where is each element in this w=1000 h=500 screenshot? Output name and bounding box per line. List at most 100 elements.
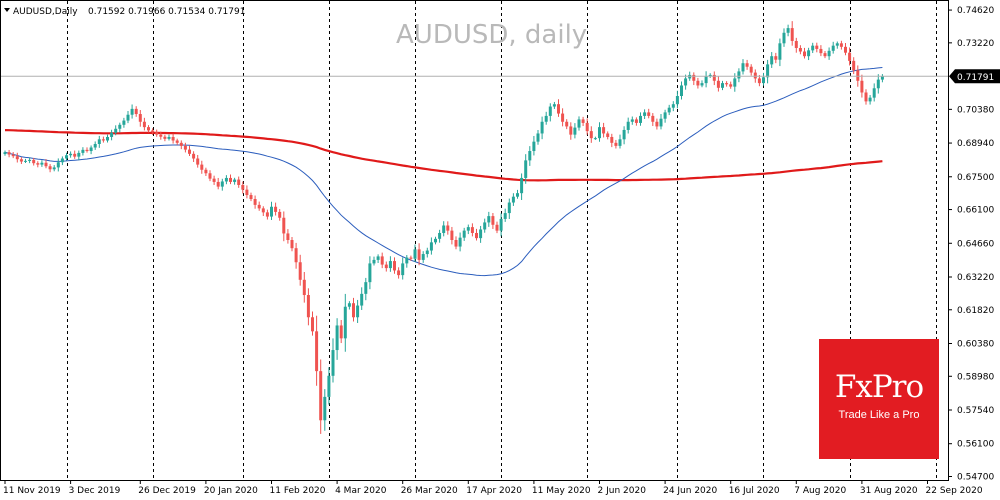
dropdown-triangle-icon[interactable] [4, 8, 10, 12]
candle-body [417, 249, 421, 260]
candle-body [520, 177, 524, 194]
candle [81, 147, 85, 156]
candle [458, 232, 462, 252]
candle-body [421, 254, 425, 260]
candle-body [89, 147, 93, 152]
candle-body [483, 222, 487, 230]
candle [532, 135, 536, 156]
candle [167, 134, 171, 141]
candle [864, 89, 868, 105]
candle-body [548, 106, 552, 116]
candle [561, 108, 565, 127]
candle-body [552, 104, 556, 107]
candle [589, 126, 593, 143]
ma-long-line [4, 129, 883, 182]
candle-body [876, 79, 880, 89]
candle-body [282, 217, 286, 234]
candle-body [48, 166, 52, 170]
candle [401, 257, 405, 280]
candle [52, 165, 56, 172]
candle-body [339, 325, 343, 339]
candle-body [790, 28, 794, 41]
candle [593, 136, 597, 140]
candle [536, 130, 540, 145]
candle-body [163, 136, 167, 139]
candle [56, 158, 60, 172]
candle-body [188, 149, 191, 154]
candle [581, 116, 585, 127]
candle [823, 50, 827, 59]
candle [380, 252, 384, 269]
candle [622, 126, 626, 145]
candle [220, 178, 224, 191]
candle-body [142, 121, 146, 128]
candle [155, 129, 159, 137]
candle-body [807, 50, 811, 57]
candle [470, 223, 474, 237]
candle [40, 160, 44, 167]
candle [126, 110, 130, 124]
candle-body [856, 70, 860, 81]
candle [101, 136, 105, 143]
candle-body [803, 51, 806, 57]
candle-body [278, 211, 282, 218]
candle-body [397, 270, 401, 276]
candle-body [704, 76, 708, 84]
candle [278, 209, 282, 221]
candle [831, 41, 835, 54]
candle-body [81, 149, 85, 153]
candle [417, 243, 421, 266]
candle-body [634, 119, 638, 123]
candle-body [93, 144, 97, 148]
candle-body [77, 152, 81, 157]
candle-body [196, 158, 200, 165]
candle [229, 174, 232, 185]
logo-tagline: Trade Like a Pro [838, 409, 920, 421]
candle [376, 254, 380, 264]
candle [249, 192, 253, 202]
candle-body [766, 64, 770, 78]
candle [138, 110, 142, 127]
candle-body [319, 371, 323, 421]
candle [65, 152, 68, 161]
candle [880, 74, 884, 83]
candle [585, 118, 589, 135]
candle-body [249, 195, 253, 200]
candle [196, 154, 200, 168]
candle-body [331, 350, 335, 376]
candle-body [44, 162, 48, 167]
candle [28, 157, 32, 164]
candle [122, 117, 126, 128]
candle [815, 42, 819, 53]
candle-body [626, 121, 630, 130]
candle-body [540, 121, 544, 134]
candle [483, 218, 487, 233]
candle-body [827, 50, 831, 57]
candle-body [569, 126, 573, 135]
y-tick-label: 0.73220 [957, 39, 994, 49]
candle [413, 244, 417, 263]
candle-body [134, 108, 138, 115]
candle [454, 236, 458, 250]
candle [204, 167, 208, 177]
candle-body [130, 108, 134, 115]
candle-body [470, 227, 474, 233]
candle [302, 271, 306, 303]
candle [306, 288, 310, 326]
y-tick-label: 0.61820 [957, 306, 994, 316]
candle-body [40, 162, 44, 165]
candle-body [388, 261, 392, 269]
candle-body [639, 115, 642, 123]
fxpro-logo: FxPro Trade Like a Pro [819, 339, 939, 459]
candle-body [290, 240, 294, 249]
candle-body [753, 72, 757, 79]
candle [73, 150, 77, 159]
candle-body [101, 139, 105, 141]
candle [848, 47, 852, 66]
candle [524, 154, 528, 184]
candle-body [265, 212, 269, 217]
candle [282, 211, 286, 242]
logo-brand: FxPro [834, 369, 924, 405]
y-tick-label: 0.70380 [957, 105, 994, 115]
